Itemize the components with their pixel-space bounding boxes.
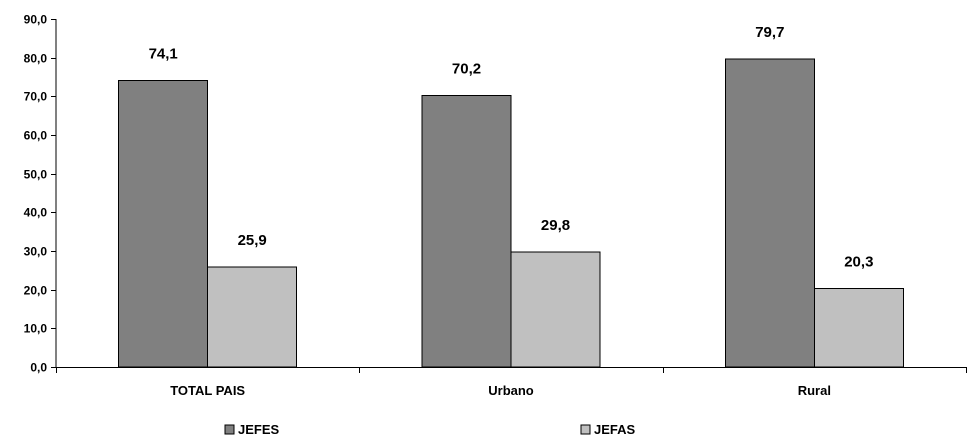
y-tick-label: 60,0 bbox=[24, 129, 48, 143]
y-tick-label: 90,0 bbox=[24, 13, 48, 27]
legend-label-jefes: JEFES bbox=[238, 422, 280, 437]
y-tick-label: 50,0 bbox=[24, 168, 48, 182]
data-label: 25,9 bbox=[238, 232, 267, 249]
legend: JEFES JEFAS bbox=[224, 422, 636, 437]
x-category-label: Urbano bbox=[488, 383, 534, 398]
bar-jefes-total-pais bbox=[118, 79, 209, 368]
data-label: 79,7 bbox=[755, 24, 784, 41]
bar-jefas-total-pais bbox=[207, 266, 298, 368]
x-category-label: TOTAL PAIS bbox=[170, 383, 245, 398]
legend-swatch-jefas bbox=[580, 424, 591, 435]
y-tick-label: 0,0 bbox=[30, 361, 47, 375]
legend-label-jefas: JEFAS bbox=[594, 422, 636, 437]
y-tick-label: 30,0 bbox=[24, 245, 48, 259]
data-label: 20,3 bbox=[844, 254, 873, 271]
y-tick-label: 70,0 bbox=[24, 90, 48, 104]
bar-jefes-rural bbox=[724, 58, 815, 368]
legend-swatch-jefes bbox=[224, 424, 235, 435]
data-label: 29,8 bbox=[541, 217, 570, 234]
plot-area: 0,0 10,0 20,0 30,0 40,0 50,0 60,0 70,0 80,0 90,0 7… bbox=[24, 13, 967, 398]
y-tick-label: 80,0 bbox=[24, 52, 48, 66]
x-category-label: Rural bbox=[798, 383, 831, 398]
bar-jefas-rural bbox=[813, 288, 904, 368]
bar-jefes-urbano bbox=[421, 95, 512, 368]
y-tick-label: 10,0 bbox=[24, 322, 48, 336]
bar-jefas-urbano bbox=[510, 251, 601, 368]
data-label: 70,2 bbox=[452, 61, 481, 78]
y-tick-label: 20,0 bbox=[24, 284, 48, 298]
y-tick-label: 40,0 bbox=[24, 206, 48, 220]
data-label: 74,1 bbox=[149, 45, 178, 62]
